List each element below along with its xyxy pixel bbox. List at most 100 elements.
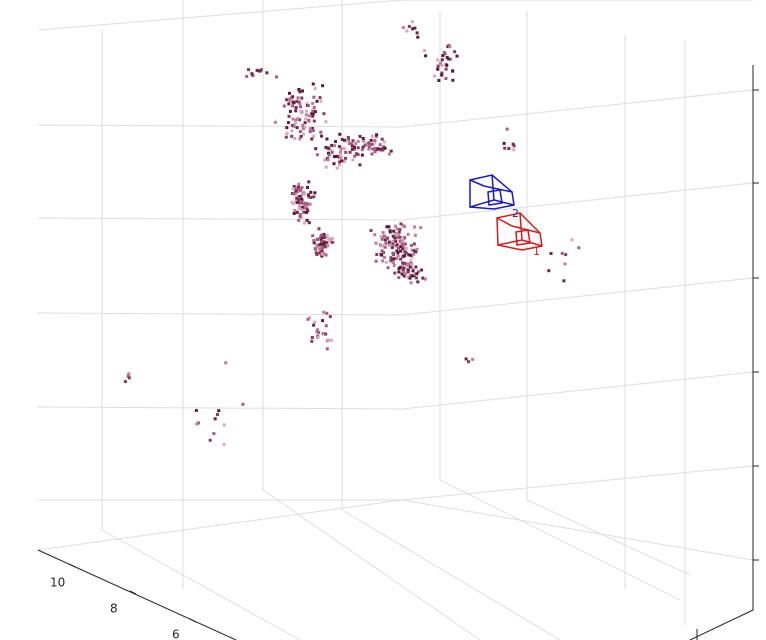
point — [317, 243, 321, 247]
point — [325, 234, 329, 237]
point — [416, 270, 420, 274]
point — [307, 196, 311, 199]
point — [320, 242, 324, 246]
point — [224, 361, 228, 365]
point — [361, 145, 365, 149]
point — [356, 146, 360, 150]
point — [413, 225, 417, 229]
point — [327, 153, 331, 157]
point — [406, 232, 410, 236]
point — [415, 247, 419, 251]
point — [212, 432, 216, 436]
point — [304, 113, 308, 117]
point — [392, 263, 396, 267]
point — [340, 138, 344, 141]
point — [547, 269, 551, 273]
point — [332, 162, 336, 166]
point — [325, 236, 329, 240]
point — [300, 197, 304, 201]
point — [391, 251, 395, 255]
point — [411, 266, 415, 270]
point — [311, 129, 315, 132]
point — [301, 206, 304, 210]
point — [440, 63, 444, 67]
point — [311, 114, 315, 118]
point — [387, 225, 391, 229]
point — [389, 259, 393, 263]
point — [326, 244, 330, 248]
point — [320, 134, 323, 138]
grid-line — [37, 499, 403, 551]
point — [375, 133, 379, 137]
point — [387, 240, 391, 244]
grid-line — [439, 479, 681, 601]
point — [403, 225, 407, 229]
point — [257, 69, 261, 73]
point — [288, 109, 292, 113]
point — [356, 139, 360, 143]
point — [412, 242, 416, 246]
point — [326, 338, 330, 342]
point — [343, 138, 346, 142]
point — [326, 146, 330, 150]
point — [400, 237, 404, 241]
point — [398, 236, 402, 239]
point — [328, 148, 332, 152]
point — [440, 58, 444, 62]
point — [298, 130, 302, 134]
point — [275, 75, 279, 79]
point — [394, 239, 398, 243]
point — [303, 121, 307, 125]
point — [401, 268, 405, 272]
point — [562, 279, 566, 283]
point — [306, 104, 310, 108]
point — [337, 156, 341, 160]
point — [311, 127, 314, 130]
point — [321, 84, 325, 88]
point — [396, 251, 400, 254]
point — [330, 236, 334, 240]
point — [324, 324, 328, 328]
point — [348, 142, 352, 145]
point — [299, 200, 303, 204]
point — [350, 147, 354, 151]
point — [370, 152, 374, 156]
point — [241, 402, 245, 406]
point — [412, 252, 416, 256]
point — [325, 241, 329, 244]
point — [407, 253, 411, 257]
point — [323, 158, 327, 162]
point — [416, 35, 420, 39]
point — [402, 244, 406, 248]
point — [305, 210, 308, 214]
point — [444, 67, 448, 71]
point — [320, 254, 324, 258]
point — [326, 158, 330, 162]
tick-label: 6 — [172, 628, 180, 640]
point — [330, 151, 334, 154]
point — [312, 323, 316, 327]
point — [369, 138, 373, 142]
point — [396, 254, 400, 257]
grid-line — [37, 182, 754, 221]
point — [451, 69, 455, 73]
point — [324, 235, 328, 239]
point — [421, 276, 425, 280]
point — [310, 339, 314, 343]
point — [250, 72, 254, 76]
point — [316, 328, 320, 332]
point — [319, 235, 323, 239]
point — [319, 130, 323, 134]
point — [395, 249, 399, 253]
point — [340, 159, 344, 163]
point — [294, 106, 298, 110]
point — [560, 251, 564, 255]
point — [294, 186, 298, 190]
point — [297, 199, 301, 203]
point — [307, 118, 311, 122]
point — [354, 152, 358, 156]
point — [310, 336, 314, 339]
point — [391, 234, 395, 238]
point — [216, 413, 219, 417]
point — [324, 332, 328, 336]
